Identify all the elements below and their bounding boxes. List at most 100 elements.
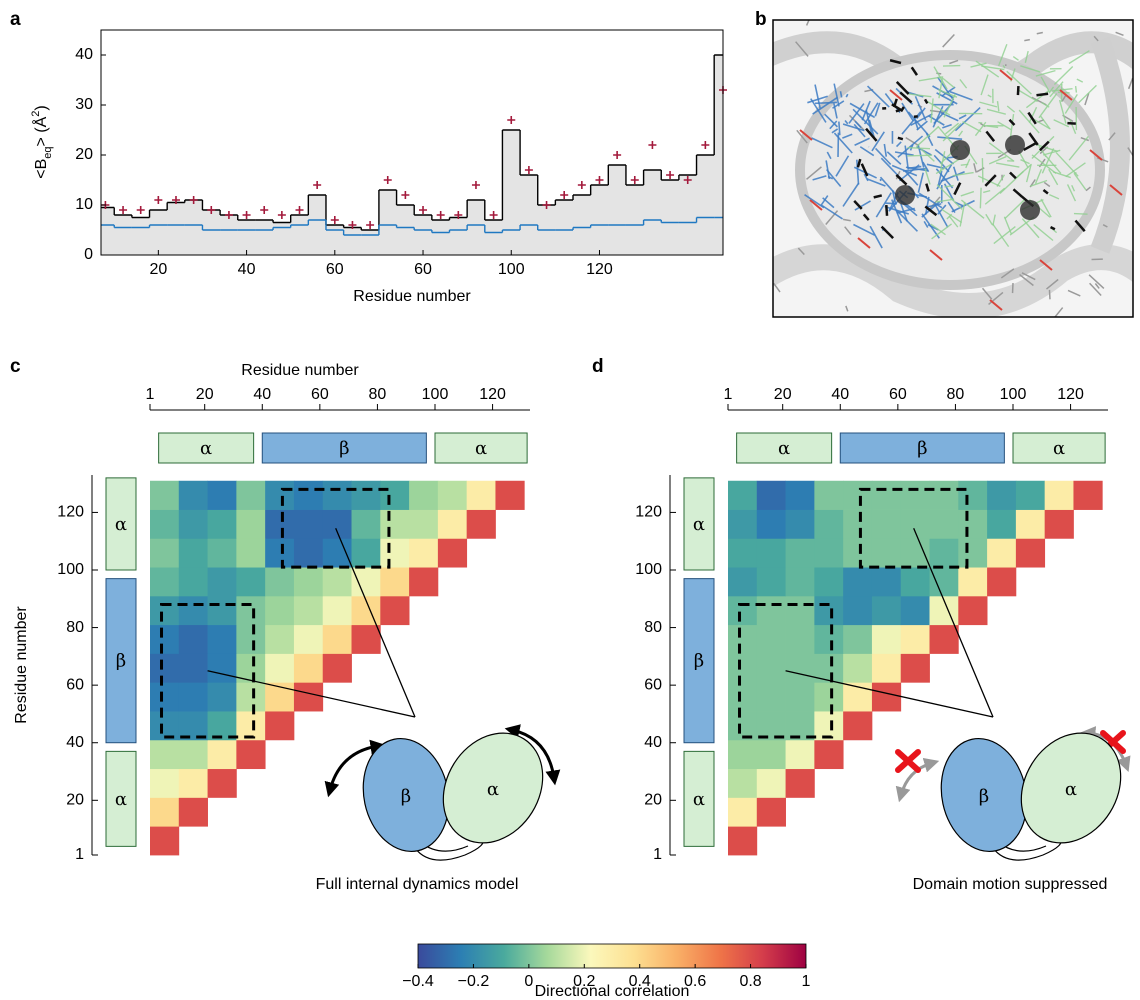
area [379, 190, 397, 255]
heatmap-cell [872, 625, 901, 654]
x-tick-label: 60 [311, 386, 329, 403]
area [573, 195, 591, 255]
heatmap-cell [294, 682, 323, 711]
figure: a b c d 01020304020406060100120Residue n… [0, 0, 1140, 1000]
area [644, 170, 662, 255]
y-tick-label: 20 [75, 146, 93, 163]
heatmap-cell [352, 567, 381, 596]
x-tick-label: 60 [889, 386, 907, 403]
heatmap-cell [728, 538, 757, 567]
heatmap-cell [901, 538, 930, 567]
heatmap-cell [323, 510, 352, 539]
structure-image [760, 17, 1140, 320]
y-axis-title: <Beq> (Å2) [30, 105, 54, 179]
y-axis-title: Residue number [13, 606, 30, 724]
heatmap-cell [150, 682, 179, 711]
heatmap-cell [757, 740, 786, 769]
heatmap-cell [786, 625, 815, 654]
network-edge [1076, 86, 1077, 92]
heatmap-cell [958, 567, 987, 596]
area [432, 220, 450, 255]
heatmap-cell [728, 510, 757, 539]
heatmap-cell [843, 510, 872, 539]
y-tick-label: 40 [75, 46, 93, 63]
heatmap-cell [872, 538, 901, 567]
y-tick-label: 30 [75, 96, 93, 113]
y-tick-label: 120 [57, 504, 84, 521]
marker [366, 221, 374, 229]
panel-label: b [755, 9, 767, 30]
domain-label: α [487, 779, 499, 800]
heatmap-cell [843, 538, 872, 567]
heatmap-cell [352, 625, 381, 654]
heatmap-cell [757, 682, 786, 711]
heatmap-cell [786, 682, 815, 711]
heatmap-cell [901, 653, 930, 682]
marker [401, 191, 409, 199]
marker [137, 206, 145, 214]
x-tick-label: 20 [149, 261, 167, 278]
marker [472, 181, 480, 189]
marker [525, 166, 533, 174]
heatmap-cell [872, 567, 901, 596]
heatmap-cell [1016, 481, 1045, 510]
heatmap-cell [380, 538, 409, 567]
heatmap-cell [843, 653, 872, 682]
heatmap-cell [901, 596, 930, 625]
heatmap-cell [265, 538, 294, 567]
heatmap-cell [294, 481, 323, 510]
heatmap-cell [323, 567, 352, 596]
heatmap-cell [150, 797, 179, 826]
x-tick-label: 20 [196, 386, 214, 403]
heatmap-cell [757, 567, 786, 596]
x-tick-label: 120 [479, 386, 506, 403]
heatmap-cell [930, 510, 959, 539]
heatmap-cell [236, 682, 265, 711]
heatmap-cell [150, 567, 179, 596]
domain-label: α [1065, 779, 1077, 800]
heatmap-cell [208, 538, 237, 567]
y-axis-title-part: <B [33, 159, 50, 179]
heatmap-cell [958, 538, 987, 567]
x-tick-label: 60 [414, 261, 432, 278]
marker [595, 176, 603, 184]
y-tick-label: 1 [75, 846, 84, 863]
area [255, 220, 273, 255]
x-tick-label: 1 [724, 386, 733, 403]
domain-label: β [339, 438, 349, 459]
heatmap-cell [409, 481, 438, 510]
y-tick-label: 40 [644, 734, 662, 751]
colorbar-title: Directional correlation [535, 983, 690, 1000]
domain-label: β [694, 651, 704, 672]
heatmap-cell [872, 682, 901, 711]
heatmap-cell [728, 769, 757, 798]
area [185, 200, 203, 255]
network-edge [815, 102, 837, 103]
heatmap-cell [1016, 510, 1045, 539]
colorbar [418, 944, 806, 968]
domain-label: α [693, 514, 705, 535]
area [679, 175, 697, 255]
heatmap-cell [380, 510, 409, 539]
x-tick-label: 80 [369, 386, 387, 403]
heatmap-cell [294, 653, 323, 682]
area [485, 220, 503, 255]
heatmap-cell [380, 596, 409, 625]
heatmap-cell [786, 769, 815, 798]
area [308, 195, 326, 255]
heatmap-cell [438, 481, 467, 510]
heatmap-cell [814, 510, 843, 539]
heatmap-cell [843, 711, 872, 740]
helix [895, 185, 915, 205]
heatmap-cell [294, 625, 323, 654]
marker [701, 141, 709, 149]
heatmap-cell [872, 481, 901, 510]
heatmap-cell [930, 625, 959, 654]
marker [278, 211, 286, 219]
heatmap-cell [150, 653, 179, 682]
x-tick-label: 100 [1000, 386, 1027, 403]
heatmap-cell [872, 596, 901, 625]
y-tick-label: 80 [66, 619, 84, 636]
x-tick-label: 40 [238, 261, 256, 278]
marker [507, 116, 515, 124]
